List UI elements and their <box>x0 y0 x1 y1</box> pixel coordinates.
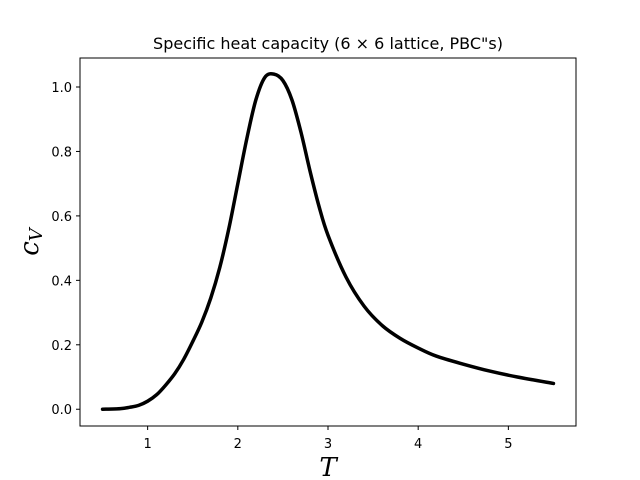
x-tick-label: 3 <box>324 437 332 452</box>
x-tick-label: 2 <box>234 437 242 452</box>
x-tick-label: 1 <box>143 437 151 452</box>
y-tick-label: 0.4 <box>51 274 72 289</box>
plot-area <box>79 57 577 427</box>
y-tick-label: 0.0 <box>51 403 72 418</box>
x-axis-label: T <box>319 453 338 480</box>
chart-title: Specific heat capacity (6 × 6 lattice, P… <box>153 34 503 53</box>
y-tick-label: 0.6 <box>51 210 72 225</box>
y-tick-label: 0.8 <box>51 145 72 160</box>
y-axis-label-subscript: V <box>26 226 47 241</box>
y-axis-label: cV <box>15 226 47 256</box>
y-tick-label: 0.2 <box>51 339 72 354</box>
x-tick-label: 5 <box>504 437 512 452</box>
series-line <box>100 72 556 411</box>
x-tick-label: 4 <box>414 437 422 452</box>
ticks: 1 2 3 4 5 0.0 0.2 0.4 0.6 0.8 1.0 <box>51 81 512 452</box>
y-tick-label: 1.0 <box>51 81 72 96</box>
y-axis-label-main: c <box>15 241 45 256</box>
